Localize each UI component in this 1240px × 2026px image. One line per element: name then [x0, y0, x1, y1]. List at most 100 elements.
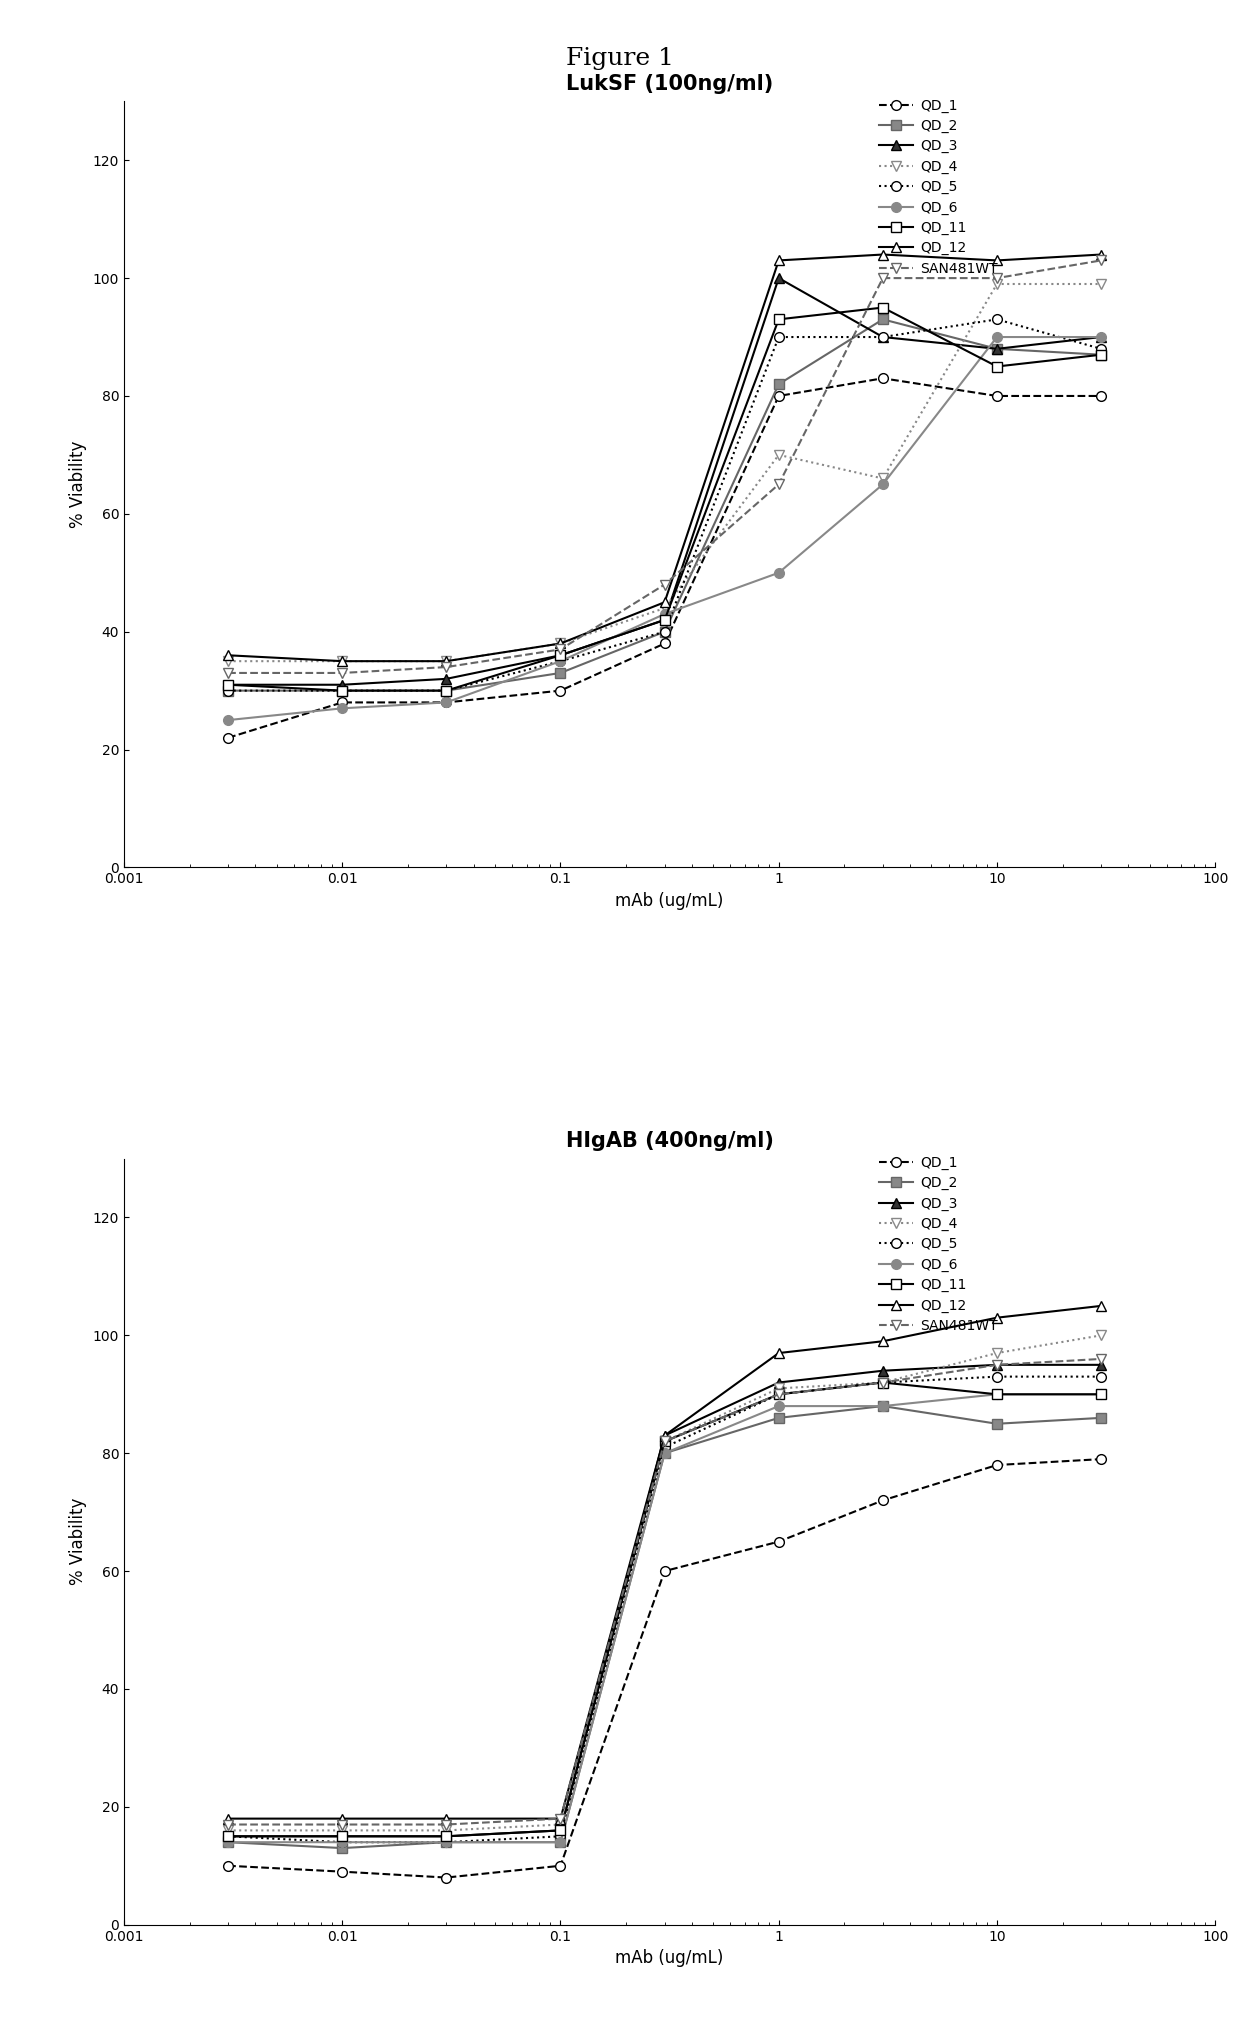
- QD_4: [875, 1370, 890, 1394]
- QD_5: [771, 1382, 786, 1406]
- Line: QD_1: QD_1: [223, 373, 1106, 744]
- Line: QD_2: QD_2: [223, 314, 1106, 695]
- SAN481WT: [657, 573, 672, 598]
- QD_12: [439, 648, 454, 673]
- QD_12: [1094, 1295, 1109, 1319]
- QD_1: [990, 1453, 1004, 1477]
- QD_6: [335, 1829, 350, 1854]
- QD_6: [335, 697, 350, 721]
- SAN481WT: [990, 1353, 1004, 1378]
- QD_6: [439, 691, 454, 715]
- Line: QD_12: QD_12: [223, 249, 1106, 667]
- QD_12: [553, 1807, 568, 1832]
- QD_6: [1094, 1382, 1109, 1406]
- QD_4: [1094, 1323, 1109, 1347]
- SAN481WT: [335, 660, 350, 685]
- Line: QD_4: QD_4: [223, 280, 1106, 667]
- QD_3: [771, 1370, 786, 1394]
- QD_12: [335, 1807, 350, 1832]
- QD_4: [1094, 271, 1109, 296]
- QD_2: [553, 660, 568, 685]
- QD_3: [335, 1823, 350, 1848]
- QD_6: [439, 1829, 454, 1854]
- QD_4: [990, 271, 1004, 296]
- QD_5: [1094, 1363, 1109, 1388]
- QD_5: [875, 324, 890, 348]
- QD_6: [657, 602, 672, 626]
- QD_3: [657, 1424, 672, 1449]
- QD_6: [553, 1829, 568, 1854]
- SAN481WT: [771, 1382, 786, 1406]
- QD_2: [875, 308, 890, 332]
- QD_3: [1094, 324, 1109, 348]
- QD_2: [553, 1829, 568, 1854]
- QD_3: [657, 608, 672, 632]
- QD_6: [990, 1382, 1004, 1406]
- QD_6: [221, 1829, 236, 1854]
- QD_1: [771, 383, 786, 407]
- Line: QD_3: QD_3: [223, 274, 1106, 689]
- QD_1: [553, 1854, 568, 1878]
- QD_11: [875, 296, 890, 320]
- QD_4: [771, 1376, 786, 1400]
- QD_1: [221, 1854, 236, 1878]
- QD_1: [990, 383, 1004, 407]
- QD_2: [657, 620, 672, 644]
- QD_2: [439, 1829, 454, 1854]
- Title: LukSF (100ng/ml): LukSF (100ng/ml): [565, 75, 774, 93]
- QD_11: [1094, 342, 1109, 367]
- QD_11: [221, 1823, 236, 1848]
- Line: QD_12: QD_12: [223, 1301, 1106, 1823]
- Text: Figure 1: Figure 1: [567, 47, 673, 69]
- QD_3: [221, 1823, 236, 1848]
- QD_2: [771, 1406, 786, 1430]
- Line: QD_2: QD_2: [223, 1402, 1106, 1854]
- QD_3: [990, 336, 1004, 361]
- QD_5: [875, 1370, 890, 1394]
- QD_2: [221, 679, 236, 703]
- QD_5: [221, 679, 236, 703]
- QD_1: [335, 691, 350, 715]
- QD_2: [990, 1412, 1004, 1436]
- QD_4: [875, 466, 890, 490]
- Y-axis label: % Viability: % Viability: [69, 1497, 87, 1584]
- QD_5: [439, 1829, 454, 1854]
- SAN481WT: [875, 1370, 890, 1394]
- QD_12: [771, 1341, 786, 1366]
- QD_11: [1094, 1382, 1109, 1406]
- QD_2: [1094, 1406, 1109, 1430]
- QD_11: [553, 1817, 568, 1842]
- QD_11: [439, 1823, 454, 1848]
- SAN481WT: [221, 660, 236, 685]
- QD_12: [771, 249, 786, 274]
- QD_12: [1094, 243, 1109, 267]
- Line: SAN481WT: SAN481WT: [223, 1353, 1106, 1829]
- QD_6: [553, 648, 568, 673]
- QD_11: [335, 1823, 350, 1848]
- Line: SAN481WT: SAN481WT: [223, 255, 1106, 679]
- QD_1: [1094, 383, 1109, 407]
- QD_12: [990, 1305, 1004, 1329]
- QD_6: [875, 472, 890, 496]
- SAN481WT: [771, 472, 786, 496]
- QD_4: [553, 1813, 568, 1838]
- QD_6: [1094, 324, 1109, 348]
- QD_5: [990, 1363, 1004, 1388]
- QD_1: [439, 691, 454, 715]
- Line: QD_3: QD_3: [223, 1359, 1106, 1842]
- Line: QD_11: QD_11: [223, 1378, 1106, 1842]
- SAN481WT: [335, 1813, 350, 1838]
- QD_4: [335, 1817, 350, 1842]
- SAN481WT: [553, 1807, 568, 1832]
- SAN481WT: [1094, 249, 1109, 274]
- QD_1: [553, 679, 568, 703]
- QD_6: [771, 561, 786, 586]
- QD_3: [990, 1353, 1004, 1378]
- QD_5: [771, 324, 786, 348]
- QD_3: [875, 1359, 890, 1384]
- Line: QD_4: QD_4: [223, 1331, 1106, 1836]
- SAN481WT: [1094, 1347, 1109, 1372]
- SAN481WT: [221, 1813, 236, 1838]
- QD_1: [657, 632, 672, 656]
- QD_4: [221, 1817, 236, 1842]
